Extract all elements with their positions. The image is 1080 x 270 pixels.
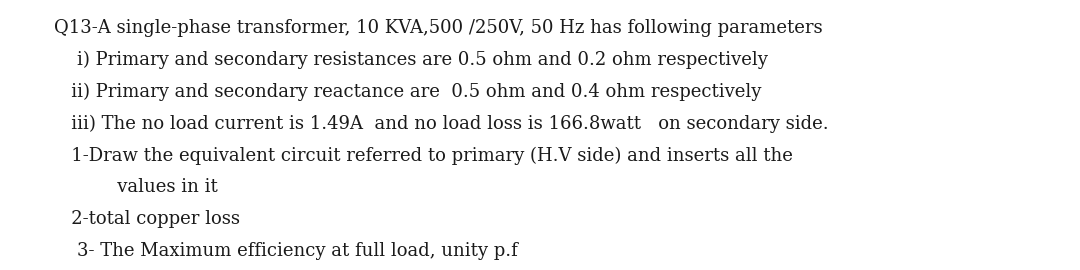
Text: ii) Primary and secondary reactance are  0.5 ohm and 0.4 ohm respectively: ii) Primary and secondary reactance are … (54, 83, 761, 101)
Text: values in it: values in it (54, 178, 218, 196)
Text: iii) The no load current is 1.49A  and no load loss is 166.8watt   on secondary : iii) The no load current is 1.49A and no… (54, 114, 828, 133)
Text: 2-total copper loss: 2-total copper loss (54, 210, 240, 228)
Text: 1-Draw the equivalent circuit referred to primary (H.V side) and inserts all the: 1-Draw the equivalent circuit referred t… (54, 146, 793, 165)
Text: Q13-A single-phase transformer, 10 KVA,500 /250V, 50 Hz has following parameters: Q13-A single-phase transformer, 10 KVA,5… (54, 19, 823, 37)
Text: i) Primary and secondary resistances are 0.5 ohm and 0.2 ohm respectively: i) Primary and secondary resistances are… (54, 51, 768, 69)
Text: 3- The Maximum efficiency at full load, unity p.f: 3- The Maximum efficiency at full load, … (54, 242, 517, 260)
